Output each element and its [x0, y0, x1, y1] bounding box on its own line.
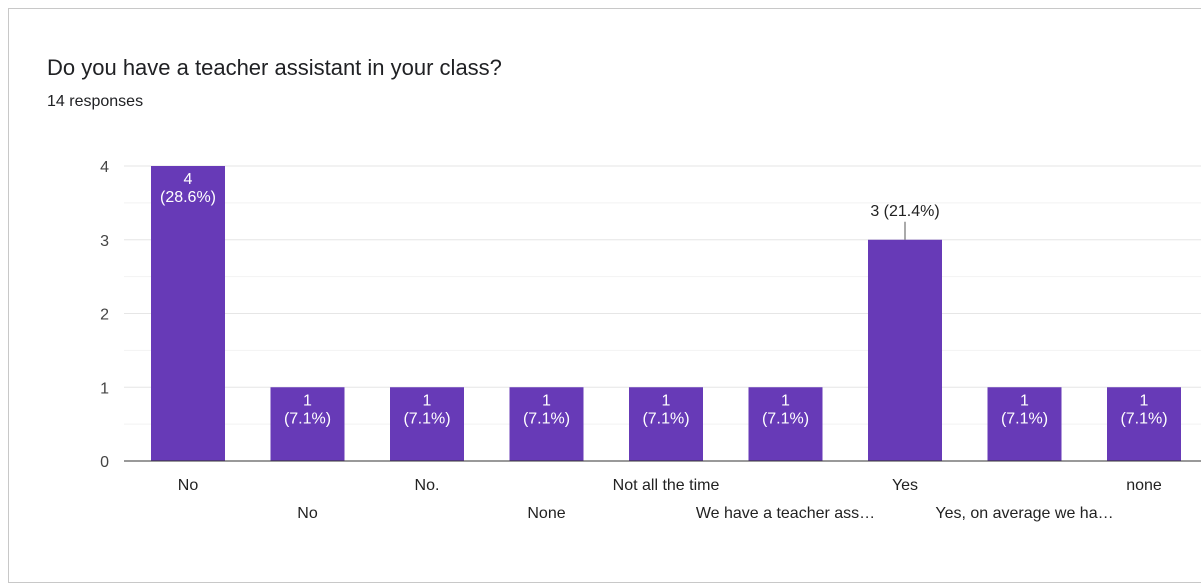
x-category-label: Yes, on average we ha…: [935, 505, 1113, 522]
chart-card: Do you have a teacher assistant in your …: [8, 8, 1201, 583]
bar-chart: 012344(28.6%)No1(7.1%)No1(7.1%)No.1(7.1%…: [100, 159, 1201, 522]
bar-percent-label: (7.1%): [523, 410, 570, 427]
bar-value-label: 1: [1020, 392, 1029, 409]
bar-percent-label: (7.1%): [403, 410, 450, 427]
x-category-label: None: [527, 505, 565, 522]
chart-title: Do you have a teacher assistant in your …: [47, 55, 502, 80]
bar-value-label: 3 (21.4%): [870, 203, 939, 220]
bar-percent-label: (28.6%): [160, 189, 216, 206]
bar: [1107, 387, 1181, 461]
bar-percent-label: (7.1%): [284, 410, 331, 427]
bar-value-label: 1: [423, 392, 432, 409]
x-category-label: We have a teacher ass…: [696, 505, 875, 522]
y-tick-label: 0: [100, 454, 109, 471]
y-tick-label: 2: [100, 307, 109, 324]
y-tick-label: 3: [100, 233, 109, 250]
bar: [270, 387, 345, 461]
y-tick-label: 1: [100, 380, 109, 397]
bar-value-label: 1: [542, 392, 551, 409]
x-category-label: No.: [415, 477, 440, 494]
bar: [748, 387, 823, 461]
bar-value-label: 1: [1140, 392, 1149, 409]
bar: [629, 387, 703, 461]
y-tick-label: 4: [100, 159, 109, 176]
response-count: 14 responses: [47, 93, 144, 110]
bar-value-label: 4: [184, 171, 193, 188]
bar-percent-label: (7.1%): [762, 410, 809, 427]
bar-percent-label: (7.1%): [1001, 410, 1048, 427]
bar-value-label: 1: [303, 392, 312, 409]
bar-value-label: 1: [781, 392, 790, 409]
bar: [987, 387, 1062, 461]
x-category-label: No: [297, 505, 318, 522]
x-category-label: Yes: [892, 477, 918, 494]
x-category-label: Not all the time: [613, 477, 720, 494]
bar-value-label: 1: [662, 392, 671, 409]
x-category-label: none: [1126, 477, 1162, 494]
bar: [390, 387, 464, 461]
bar: [868, 239, 942, 461]
bar-percent-label: (7.1%): [642, 410, 689, 427]
bar: [509, 387, 584, 461]
bar-percent-label: (7.1%): [1120, 410, 1167, 427]
x-category-label: No: [178, 477, 199, 494]
bar: [151, 166, 225, 461]
